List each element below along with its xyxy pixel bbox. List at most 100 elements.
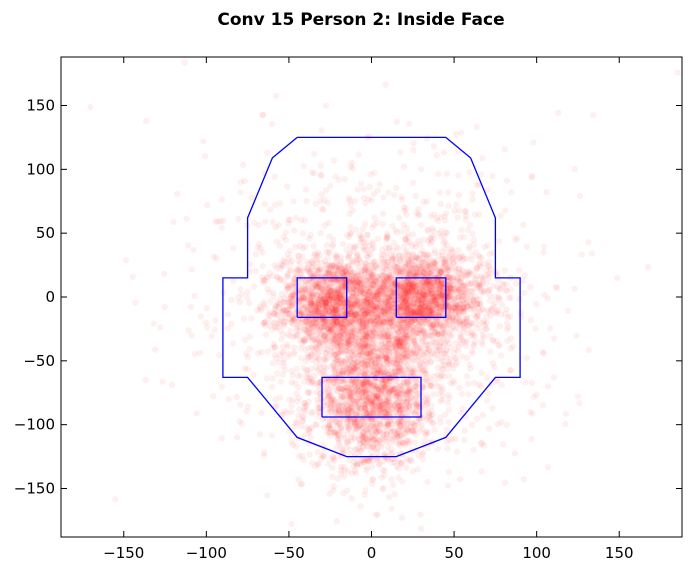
data-point [338,284,345,291]
data-point [435,289,442,297]
data-point [306,321,314,328]
data-point [387,333,394,340]
data-point [316,310,324,317]
data-point [348,266,355,273]
data-point [358,324,366,332]
data-point [340,297,348,305]
data-point [327,295,334,302]
data-point [414,343,421,350]
data-point [398,514,406,521]
data-point [309,328,316,335]
data-point [303,258,311,265]
data-point [453,289,461,296]
data-point [340,331,347,338]
data-point [460,308,468,315]
data-point [384,317,391,324]
data-point [327,363,334,370]
data-point [355,281,362,289]
data-point [408,286,415,293]
data-point [349,277,356,284]
data-point [288,315,295,322]
data-point [361,310,368,317]
data-point [309,336,317,343]
data-point [340,341,348,349]
data-point [335,283,343,291]
data-point [404,362,411,369]
data-point [404,304,411,311]
data-point [404,282,411,289]
data-point [307,353,314,360]
data-point [353,272,360,280]
data-point [357,318,364,326]
data-point [307,311,314,319]
data-point [317,265,324,272]
data-point [309,284,316,291]
data-point [341,291,348,298]
data-point [378,255,385,262]
data-point [340,335,347,342]
data-point [319,316,327,323]
data-point [433,301,440,309]
data-point [406,288,413,295]
data-point [352,317,360,324]
data-point [260,320,267,327]
data-point [334,270,341,277]
data-point [369,320,377,327]
data-point [309,323,317,330]
data-point [338,279,346,286]
data-point [384,254,391,261]
data-point [338,402,345,409]
data-point [461,427,468,434]
data-point [379,257,386,264]
data-point [372,309,379,317]
data-point [315,281,322,288]
data-point [451,309,458,316]
data-point [348,271,355,279]
data-point [359,325,367,332]
data-point [394,322,402,329]
data-point [301,338,309,345]
data-point [322,317,329,324]
data-point [458,390,466,398]
data-point [501,267,508,274]
data-point [352,279,359,286]
data-point [410,281,417,288]
data-point [429,301,437,308]
data-point [337,295,344,302]
data-point [333,296,340,303]
data-point [298,355,305,362]
data-point [328,305,336,312]
data-point [340,311,347,318]
data-point [468,319,475,327]
data-point [382,288,389,295]
data-point [332,266,339,273]
data-point [346,296,353,303]
data-point [279,305,286,312]
data-point [287,298,294,305]
data-point [316,300,323,307]
data-point [346,423,353,430]
data-point [394,285,401,292]
data-point [335,267,342,274]
data-point [396,318,403,325]
data-point [313,291,320,298]
data-point [452,318,460,325]
data-point [327,288,334,295]
data-point [293,327,301,334]
data-point [330,322,338,329]
data-point [512,280,520,287]
data-point [273,311,280,319]
data-point [267,298,274,306]
data-point [414,295,421,303]
data-point [330,319,337,326]
data-point [373,303,380,310]
data-point [291,295,298,302]
data-point [458,274,465,282]
data-point [352,310,360,318]
data-point [459,291,467,298]
data-point [377,292,385,299]
data-point [408,283,416,290]
data-point [280,277,287,284]
data-point [336,290,343,298]
data-point [423,281,430,288]
